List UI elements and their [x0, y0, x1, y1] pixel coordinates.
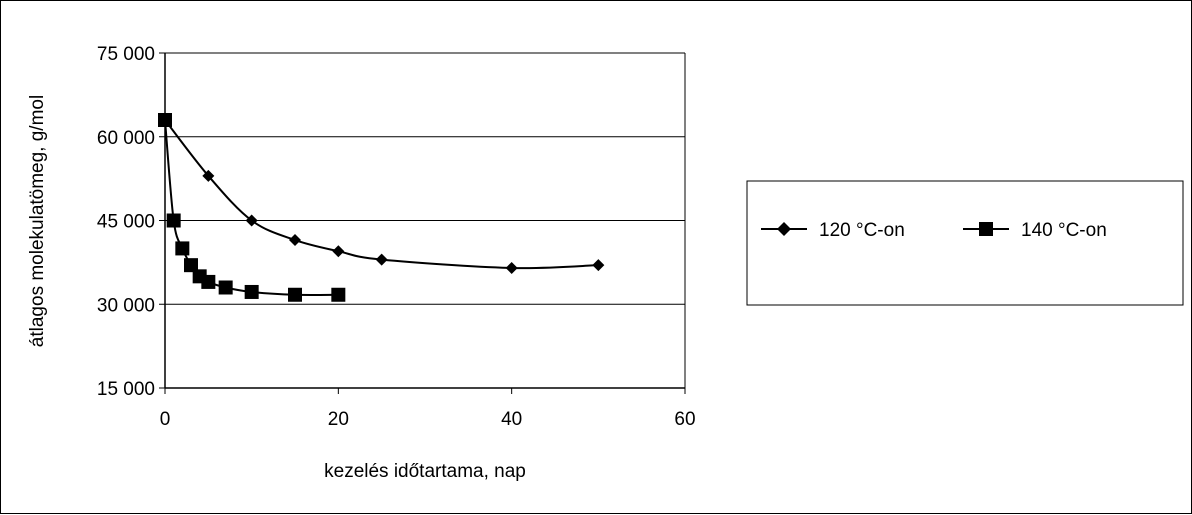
data-point [166, 213, 181, 228]
legend: 120 °C-on 140 °C-on [746, 180, 1184, 306]
y-axis-label: átlagos molekulatömeg, g/mol [27, 95, 48, 347]
data-point [158, 113, 172, 127]
y-tick-label: 45 000 [97, 212, 155, 233]
legend-label: 140 °C-on [1021, 220, 1107, 241]
x-axis-label: kezelés időtartama, nap [324, 461, 526, 482]
y-tick-labels: 15 000 30 000 45 000 60 000 75 000 [97, 44, 155, 400]
data-point [505, 261, 518, 274]
data-point [332, 245, 345, 258]
x-tick-label: 0 [160, 409, 171, 430]
data-point [202, 169, 215, 182]
series-2 [158, 113, 346, 302]
series-line [164, 119, 599, 270]
data-point [375, 253, 388, 266]
data-point [245, 214, 258, 227]
legend-item-1: 120 °C-on [761, 220, 905, 241]
x-tick-labels: 0 20 40 60 [160, 409, 696, 430]
legend-item-2: 140 °C-on [963, 220, 1107, 241]
legend-box [746, 180, 1184, 306]
data-point [592, 259, 605, 272]
data-point [218, 280, 233, 295]
data-point [288, 287, 302, 302]
legend-label: 120 °C-on [819, 220, 905, 241]
data-point [331, 287, 346, 302]
data-point [184, 258, 198, 273]
data-point [201, 274, 216, 289]
x-tick-label: 40 [501, 409, 522, 430]
y-tick-label: 75 000 [97, 44, 155, 65]
data-point [289, 234, 301, 247]
y-tick-label: 60 000 [97, 128, 155, 149]
data-point [244, 284, 259, 299]
x-tick-label: 60 [674, 409, 695, 430]
data-point [175, 241, 190, 256]
series-layer [158, 113, 605, 302]
legend-marker [777, 222, 791, 236]
legend-marker [979, 222, 993, 236]
y-tick-label: 15 000 [97, 379, 155, 400]
y-tick-label: 30 000 [97, 295, 155, 316]
grid-lines [165, 52, 685, 305]
axes [159, 52, 686, 394]
x-tick-label: 20 [328, 409, 349, 430]
series-1 [159, 114, 605, 274]
legend-items: 120 °C-on 140 °C-on [761, 220, 1107, 241]
